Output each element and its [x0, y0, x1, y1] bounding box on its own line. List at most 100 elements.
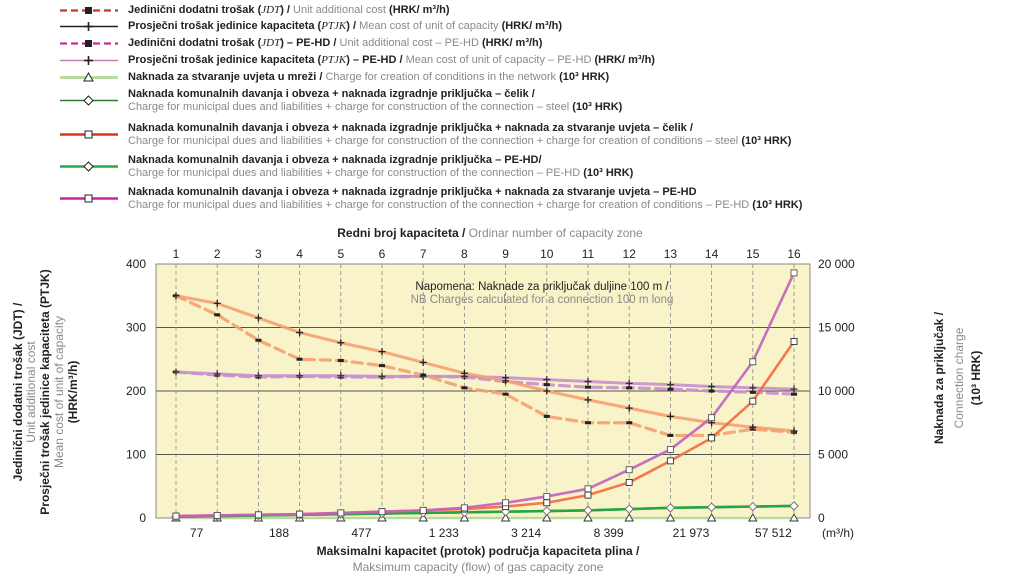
svg-text:Prosječni trošak jedinice kapa: Prosječni trošak jedinice kapaciteta (PT… — [38, 269, 52, 514]
data-point — [748, 501, 758, 512]
top-tick-label: 3 — [255, 247, 262, 261]
top-tick-label: 10 — [540, 247, 554, 261]
data-point — [254, 511, 262, 519]
top-tick-label: 2 — [214, 247, 221, 261]
top-tick-label: 12 — [623, 247, 637, 261]
bottom-axis-subtitle: Maksimum capacity (flow) of gas capacity… — [353, 560, 604, 574]
data-point — [790, 269, 798, 277]
top-tick-label: 9 — [502, 247, 509, 261]
data-point — [749, 397, 757, 405]
data-point — [502, 499, 510, 507]
bottom-tick-label: 3 214 — [511, 526, 541, 540]
data-point — [626, 386, 633, 390]
data-point — [706, 513, 717, 522]
right-tick-label: 20 000 — [818, 257, 855, 271]
data-point — [790, 338, 798, 345]
legend-symbol-komunalne-uvjeti-celik — [60, 130, 118, 139]
data-point — [296, 372, 304, 380]
data-point — [708, 414, 716, 422]
bottom-tick-label: 1 233 — [429, 526, 459, 540]
data-point — [708, 434, 716, 442]
data-point — [543, 383, 550, 387]
data-point — [254, 314, 262, 322]
data-point — [585, 385, 591, 389]
data-point — [749, 390, 756, 394]
svg-text:(HRK/m³/h): (HRK/m³/h) — [66, 361, 80, 424]
data-point — [460, 369, 468, 377]
data-point — [790, 427, 798, 435]
left-axis-title: Jedinični dodatni trošak (JDT) / Unit ad… — [11, 269, 80, 514]
data-point — [708, 383, 716, 391]
left-tick-label: 400 — [126, 257, 146, 271]
data-point — [791, 392, 797, 396]
top-tick-label: 1 — [173, 247, 180, 261]
data-point — [583, 505, 593, 516]
top-tick-label: 4 — [296, 247, 303, 261]
data-point — [706, 502, 717, 512]
left-tick-label: 300 — [126, 321, 146, 335]
bottom-tick-label: 188 — [269, 526, 289, 540]
top-tick-label: 7 — [420, 247, 427, 261]
data-point — [625, 404, 633, 412]
series-line — [174, 271, 796, 518]
data-point — [543, 414, 550, 418]
top-tick-label: 11 — [582, 247, 595, 261]
top-axis-title: Redni broj kapaciteta / Ordinar number o… — [337, 226, 643, 240]
data-point — [789, 513, 799, 522]
series-line — [174, 294, 796, 438]
data-point — [626, 421, 633, 425]
legend-symbol-komunalne-celik — [60, 95, 118, 106]
data-point — [502, 392, 509, 396]
svg-text:Jedinični dodatni trošak (JDT): Jedinični dodatni trošak (JDT) / — [11, 302, 25, 481]
data-point — [255, 338, 262, 342]
data-point — [296, 357, 303, 361]
bottom-tick-label: 77 — [190, 526, 204, 540]
legend-symbol-komunalne-uvjeti-pehd — [60, 194, 118, 203]
bottom-tick-label: 57 512 — [755, 526, 792, 540]
data-point — [172, 512, 180, 520]
data-point — [213, 370, 221, 378]
data-point — [213, 512, 221, 519]
data-point — [419, 506, 427, 514]
data-point — [500, 513, 511, 522]
right-tick-label: 0 — [818, 511, 825, 525]
data-point — [337, 372, 345, 380]
data-point — [749, 384, 757, 392]
top-ticks: 1 2 3 4 5 6 7 8 9 10 11 12 13 14 15 16 — [173, 247, 801, 261]
data-point — [583, 513, 593, 522]
data-point — [624, 513, 634, 522]
top-tick-label: 6 — [379, 247, 386, 261]
data-point — [254, 372, 262, 380]
svg-text:Mean cost of unit of capacity: Mean cost of unit of capacity — [52, 316, 66, 468]
legend-symbol-naknada-uvjeti — [60, 71, 118, 82]
svg-text:Unit additional cost: Unit additional cost — [24, 341, 38, 443]
data-point — [625, 379, 633, 387]
legend-symbol-ptjk-pehd — [60, 56, 118, 65]
right-tick-label: 15 000 — [818, 321, 855, 335]
left-tick-label: 200 — [126, 384, 146, 398]
top-tick-label: 13 — [664, 247, 678, 261]
bottom-tick-label: 8 399 — [594, 526, 624, 540]
legend-symbol-ptjk-steel — [60, 22, 118, 31]
series-2 — [172, 292, 798, 435]
data-point — [420, 373, 427, 377]
data-point — [461, 386, 468, 390]
legend-symbol-jdt-steel — [60, 7, 118, 14]
data-point — [459, 513, 470, 522]
data-point — [214, 313, 221, 317]
data-point — [542, 513, 552, 522]
right-ticks: 0 5 000 10 000 15 000 20 000 — [818, 257, 855, 525]
top-tick-label: 8 — [461, 247, 468, 261]
bottom-axis-title: Maksimalni kapacitet (protok) područja k… — [317, 544, 640, 558]
data-point — [666, 412, 674, 420]
data-point — [666, 457, 674, 465]
data-point — [667, 387, 674, 391]
legend-symbol-jdt-pehd — [60, 40, 118, 47]
svg-text:(10³ HRK): (10³ HRK) — [969, 351, 983, 406]
data-point — [337, 339, 345, 347]
data-point — [543, 492, 551, 500]
svg-text:Connection charge: Connection charge — [952, 327, 966, 428]
top-tick-label: 15 — [746, 247, 760, 261]
data-point — [665, 503, 676, 513]
data-point — [542, 506, 552, 516]
